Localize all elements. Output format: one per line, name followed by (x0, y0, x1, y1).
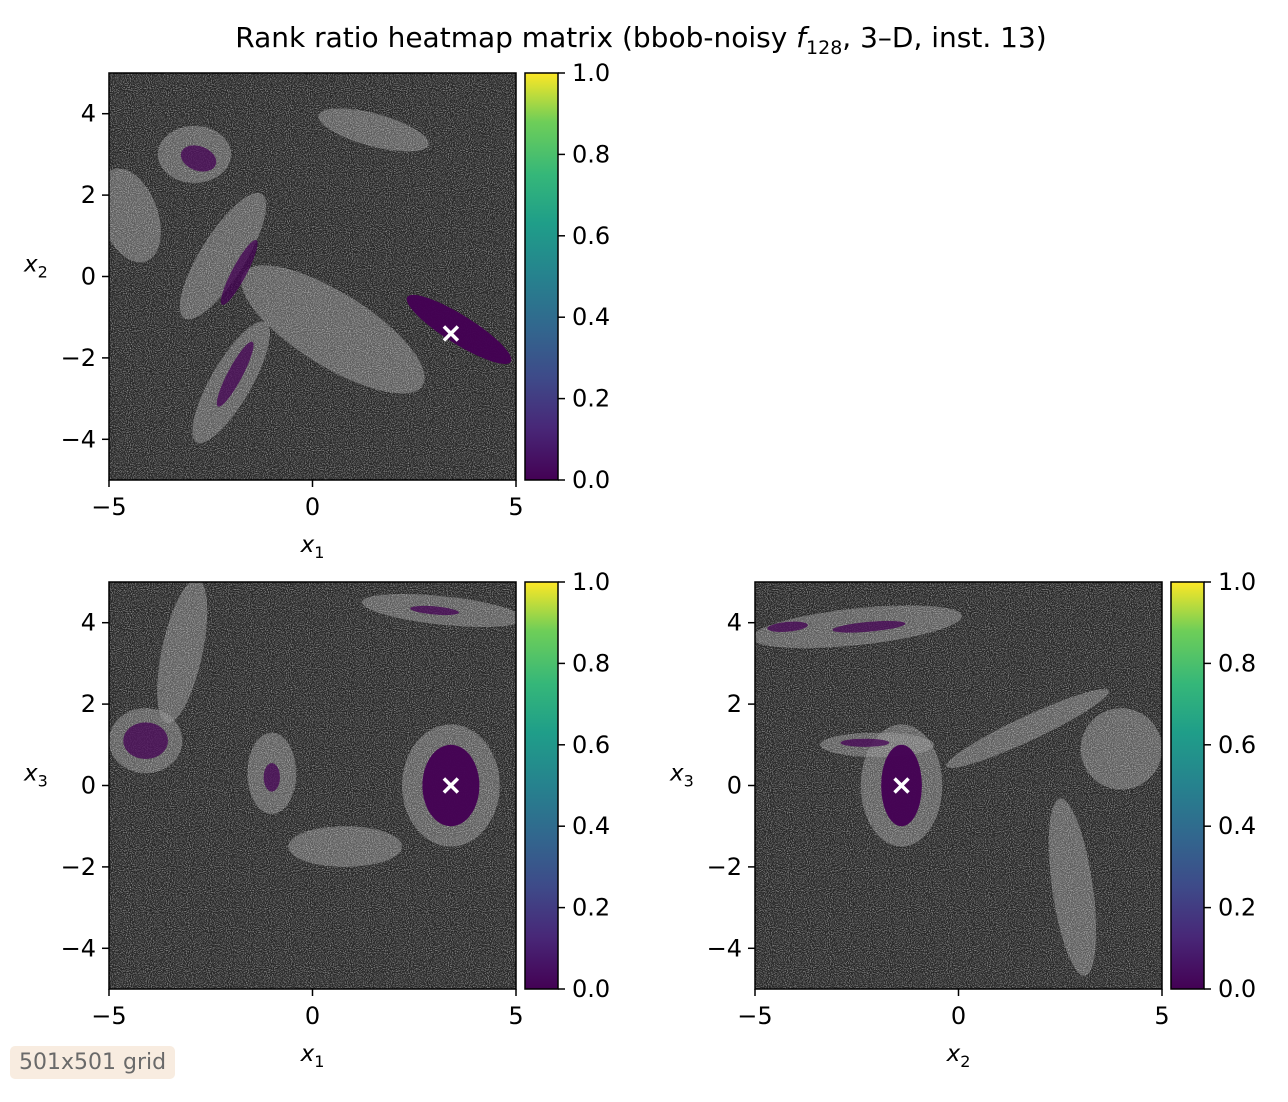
x-axis-label-main: x (946, 1041, 961, 1067)
colorbar-tick-label: 0.2 (572, 385, 610, 413)
grid-size-note: 501x501 grid (10, 1046, 176, 1079)
low-rank-region (123, 722, 169, 760)
colorbar-tick-label: 0.0 (572, 466, 610, 494)
x-tick-label: 5 (1154, 1002, 1169, 1030)
x-tick-label: −5 (737, 1002, 772, 1030)
y-axis-label: x2 (23, 252, 48, 282)
y-tick-label: −2 (61, 853, 96, 881)
optimum-marker (442, 777, 460, 794)
x-axis-label-sub: 1 (314, 1052, 324, 1071)
y-tick-label: 4 (727, 609, 742, 637)
colorbar-gradient (525, 73, 558, 480)
colorbar-frame (1170, 581, 1205, 990)
y-tick-label: 2 (81, 690, 96, 718)
colorbar: 0.0 0.2 0.4 0.6 0.8 1.0 (524, 59, 610, 494)
y-tick-label: 0 (81, 772, 96, 800)
heatmap-image (109, 582, 516, 989)
x-axis-label-main: x (300, 532, 315, 558)
colorbar-tick-label: 0.6 (572, 731, 610, 759)
x-tick-label: −5 (91, 1002, 126, 1030)
y-tick-label: −4 (61, 934, 96, 962)
low-rank-region (832, 620, 906, 633)
y-axis-label-sub: 3 (684, 772, 694, 791)
low-rank-region (216, 341, 254, 407)
colorbar-tick-label: 0.8 (572, 649, 610, 677)
y-tick-label: −2 (707, 853, 742, 881)
heatmap-image (109, 73, 516, 480)
low-rank-region (180, 145, 217, 172)
y-axis-label-main: x (669, 761, 684, 787)
y-tick-label: 2 (81, 181, 96, 209)
colorbar-frame (524, 72, 559, 481)
optimum-marker (893, 777, 910, 794)
x-axis-label: x1 (300, 532, 325, 562)
optimum-stroke (442, 777, 460, 794)
y-tick-label: 4 (81, 609, 96, 637)
x-axis-label-sub: 2 (960, 1052, 970, 1071)
colorbar-tick-label: 0.8 (572, 140, 610, 168)
colorbar-tick-label: 0.8 (1218, 649, 1256, 677)
x-tick-label: 5 (508, 493, 523, 521)
colorbar-tick-label: 1.0 (572, 59, 610, 87)
colorbar-tick-label: 0.4 (1218, 812, 1256, 840)
low-rank-region (410, 605, 459, 616)
colorbar-tick-label: 0.0 (1218, 975, 1256, 1003)
x-axis-label-main: x (300, 1041, 315, 1067)
noise-overlay (109, 73, 516, 480)
y-axis-label-main: x (23, 761, 38, 787)
colorbar-gradient (1171, 582, 1204, 989)
title-text: Rank ratio heatmap matrix (bbob-noisy (235, 21, 796, 54)
y-axis-label-main: x (23, 252, 38, 278)
x-tick-label: 0 (951, 1002, 966, 1030)
colorbar-tick-label: 0.2 (1218, 894, 1256, 922)
colorbar-tick-label: 0.4 (572, 812, 610, 840)
optimum-stroke (893, 777, 910, 794)
x-tick-label: 0 (305, 493, 320, 521)
optimum-stroke (442, 325, 460, 342)
colorbar-gradient (525, 582, 558, 989)
title-text-end: , 3–D, inst. 13) (842, 21, 1046, 54)
colorbar: 0.0 0.2 0.4 0.6 0.8 1.0 (524, 568, 610, 1003)
y-tick-label: −4 (61, 425, 96, 453)
chart-title: Rank ratio heatmap matrix (bbob-noisy f1… (235, 21, 1046, 59)
y-axis-label-sub: 3 (38, 772, 48, 791)
low-rank-region (840, 738, 890, 747)
colorbar-tick-label: 0.6 (572, 222, 610, 250)
x-axis-label: x1 (300, 1041, 325, 1071)
x-tick-label: 5 (508, 1002, 523, 1030)
y-tick-label: 0 (727, 772, 742, 800)
colorbar-tick-label: 0.4 (572, 303, 610, 331)
heatmap-image (755, 582, 1162, 989)
y-tick-label: 0 (81, 263, 96, 291)
y-axis-label: x3 (23, 761, 48, 791)
low-rank-region (263, 763, 280, 792)
colorbar-tick-label: 0.0 (572, 975, 610, 1003)
low-rank-region (220, 239, 258, 305)
colorbar: 0.0 0.2 0.4 0.6 0.8 1.0 (1170, 568, 1256, 1003)
colorbar-tick-label: 1.0 (1218, 568, 1256, 596)
colorbar-frame (524, 581, 559, 990)
y-axis-label-sub: 2 (38, 263, 48, 282)
y-tick-label: −2 (61, 344, 96, 372)
y-tick-label: 4 (81, 100, 96, 128)
title-function-sub: 128 (806, 37, 842, 59)
low-rank-region (767, 621, 808, 632)
optimum-marker (442, 325, 460, 342)
x-axis-label: x2 (946, 1041, 971, 1071)
colorbar-tick-label: 1.0 (572, 568, 610, 596)
x-tick-label: −5 (91, 493, 126, 521)
y-axis-label: x3 (669, 761, 694, 791)
colorbar-tick-label: 0.6 (1218, 731, 1256, 759)
x-tick-label: 0 (305, 1002, 320, 1030)
y-tick-label: −4 (707, 934, 742, 962)
low-rank-region (406, 294, 512, 364)
colorbar-tick-label: 0.2 (572, 894, 610, 922)
y-tick-label: 2 (727, 690, 742, 718)
x-axis-label-sub: 1 (314, 543, 324, 562)
noise-overlay (755, 582, 1162, 989)
